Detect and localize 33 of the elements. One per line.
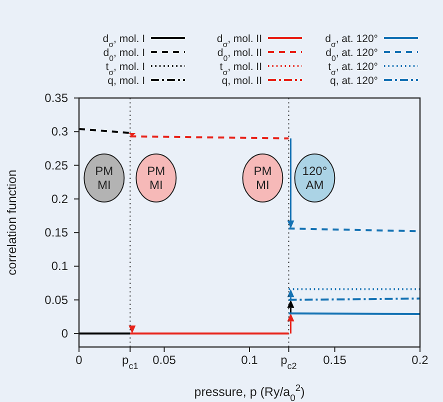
- annotation: 120° AM: [302, 164, 328, 192]
- y-tick-label: 0.3: [51, 124, 68, 139]
- annotation: PM MI: [147, 164, 166, 192]
- x-tick-label: 0.1: [241, 353, 258, 367]
- legend-label: t$_{σ}$, mol. II: [220, 61, 262, 76]
- legend-label: t$_{σ}$, mol. I: [106, 61, 145, 76]
- x-tick-label: 0.05: [152, 353, 176, 367]
- legend-label: d$_{σ}$, mol. II: [216, 33, 262, 48]
- legend-label: q, at. 120°: [330, 75, 378, 87]
- x-tick-label: p$_{c1}$: [122, 353, 138, 371]
- annotation: PM MI: [95, 164, 114, 192]
- y-tick-label: 0.15: [44, 226, 68, 240]
- x-tick-label: p$_{c2}$: [280, 353, 297, 371]
- annotation: PM MI: [254, 164, 272, 192]
- y-tick-label: 0.25: [44, 158, 68, 172]
- legend-label: q, mol. I: [108, 75, 145, 87]
- legend-label: d$_{0}$, mol. I: [103, 47, 145, 62]
- y-axis-title: correlation function: [5, 170, 19, 276]
- x-tick-label: 0.2: [412, 353, 429, 367]
- legend-label: d$_{σ}$, mol. I: [102, 33, 145, 48]
- legend-label: t$_{σ}$, at. 120°: [328, 61, 378, 76]
- legend-label: d$_{0}$, mol. II: [217, 47, 262, 62]
- legend-label: d$_{σ}$, at. 120°: [325, 33, 378, 48]
- y-tick-label: 0.05: [44, 292, 68, 307]
- x-tick-label: 0.15: [323, 353, 347, 367]
- x-tick-label: 0: [76, 353, 83, 367]
- y-tick-label: 0: [61, 326, 68, 341]
- x-axis-title: pressure, p (Ry/a$_{0}$$^{2}$): [194, 383, 305, 402]
- y-tick-label: 0.1: [51, 259, 68, 274]
- y-tick-label: 0.35: [44, 91, 68, 105]
- y-tick-label: 0.2: [51, 192, 68, 206]
- legend-label: d$_{0}$, at. 120°: [326, 47, 378, 62]
- legend-label: q, mol. II: [222, 75, 262, 87]
